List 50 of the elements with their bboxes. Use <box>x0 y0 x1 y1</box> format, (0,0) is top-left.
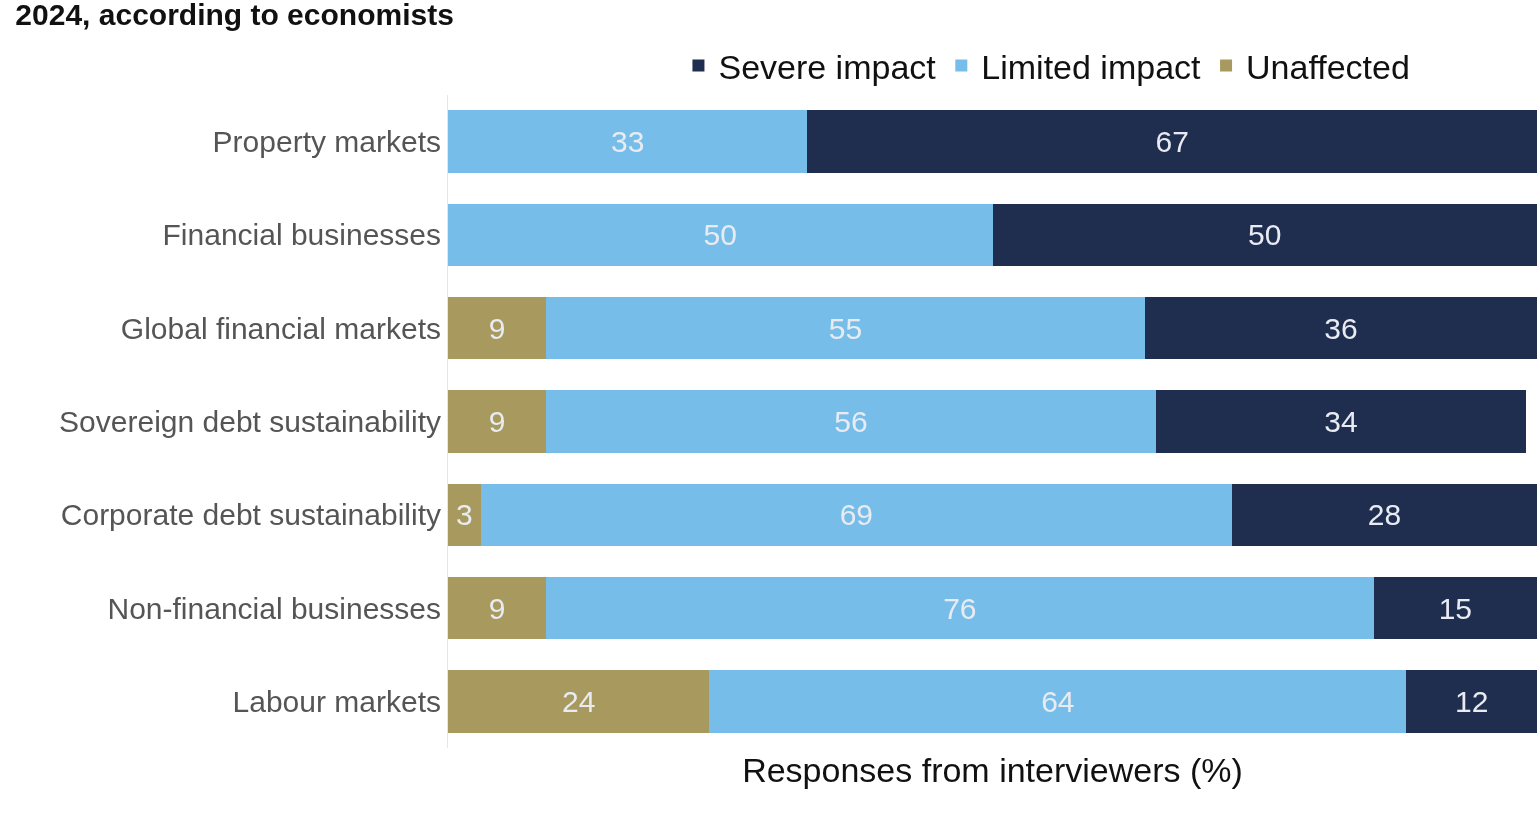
y-tick-label: Labour markets <box>232 684 441 718</box>
data-label: 28 <box>1367 498 1402 532</box>
y-tick-label: Corporate debt sustainability <box>60 498 441 532</box>
x-axis-title: Responses from interviewers (%) <box>742 751 1243 790</box>
data-label: 34 <box>1324 405 1358 438</box>
data-label: 24 <box>561 684 596 718</box>
bar <box>448 576 547 640</box>
bar <box>448 203 993 267</box>
data-label: 12 <box>1454 684 1489 718</box>
chart-title: 2024, according to economists <box>15 0 454 32</box>
bar <box>480 483 1233 547</box>
y-tick-label: Global financial markets <box>120 311 441 345</box>
bar <box>1373 576 1537 640</box>
bar <box>1155 390 1527 453</box>
data-label: 9 <box>488 405 506 438</box>
bar <box>1232 483 1537 547</box>
bar <box>448 296 547 360</box>
bar <box>1406 670 1537 733</box>
data-label: 50 <box>1248 218 1282 252</box>
bar <box>448 390 547 453</box>
data-label: 15 <box>1438 591 1473 625</box>
data-label: 9 <box>488 591 506 625</box>
y-tick-label: Non-financial businesses <box>107 591 441 625</box>
data-label: 33 <box>611 125 645 159</box>
bar <box>448 670 710 733</box>
bar <box>1144 296 1537 360</box>
bar <box>546 576 1374 640</box>
data-label: 64 <box>1041 684 1075 718</box>
data-label: 67 <box>1155 125 1189 159</box>
y-tick-label: Financial businesses <box>162 218 441 252</box>
data-label: 55 <box>828 311 863 345</box>
bar <box>448 110 808 173</box>
y-tick-label: Property markets <box>212 125 441 159</box>
data-label: 56 <box>834 405 868 438</box>
data-label: 76 <box>943 591 977 625</box>
legend-label: Severe impact <box>718 47 937 86</box>
bar <box>992 203 1537 267</box>
data-label: 69 <box>839 498 874 532</box>
bar <box>807 110 1537 173</box>
legend-label: Limited impact <box>981 47 1202 86</box>
bar <box>709 670 1407 733</box>
bar <box>546 296 1145 360</box>
data-label: 3 <box>455 498 473 532</box>
bar <box>546 390 1156 453</box>
bar <box>448 483 481 547</box>
data-label: 50 <box>703 218 737 252</box>
data-label: 36 <box>1324 311 1358 345</box>
data-label: 9 <box>488 311 506 345</box>
legend-label: Unaffected <box>1246 47 1410 86</box>
y-tick-label: Sovereign debt sustainability <box>59 405 441 438</box>
